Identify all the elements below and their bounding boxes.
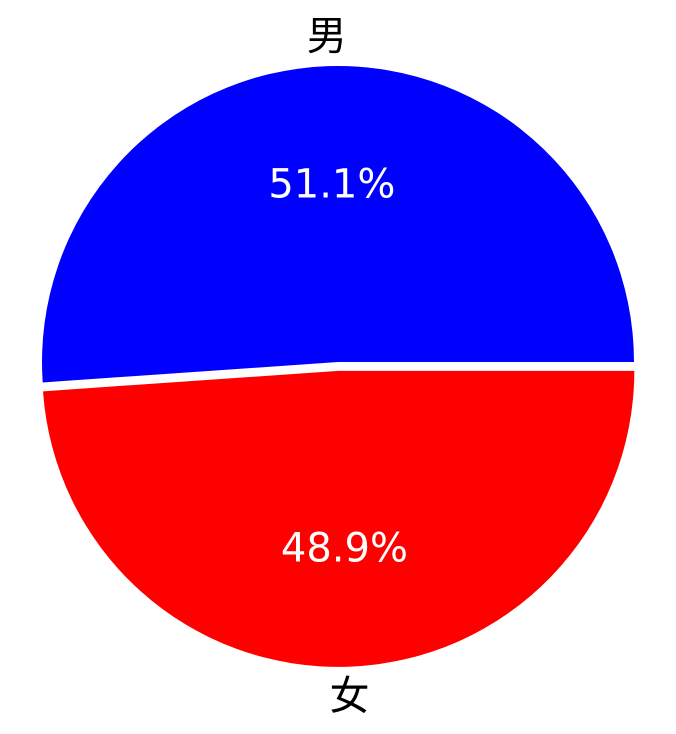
pie-category-label: 男 <box>307 14 347 60</box>
pie-percent-label: 48.9% <box>281 525 408 571</box>
pie-labels: 51.1% 男 48.9% 女 <box>268 14 408 720</box>
pie-slice-2 <box>43 370 635 667</box>
pie-category-label: 女 <box>330 673 370 719</box>
pie-slice-1 <box>42 66 635 383</box>
pie-slices <box>42 66 635 667</box>
pie-percent-label: 51.1% <box>268 162 395 208</box>
